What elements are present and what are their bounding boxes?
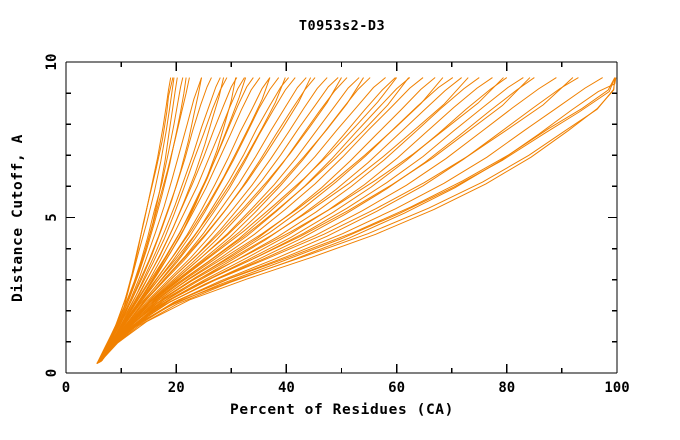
data-curve: [97, 77, 531, 364]
chart-title: T0953s2-D3: [299, 18, 385, 34]
data-curve: [100, 77, 504, 362]
data-curve: [96, 77, 296, 364]
y-tick-label: 5: [44, 213, 60, 221]
x-axis-title: Percent of Residues (CA): [230, 402, 454, 418]
data-curve: [99, 77, 616, 363]
data-curve: [98, 77, 178, 363]
x-tick-label: 20: [168, 380, 185, 396]
data-curve: [98, 77, 247, 363]
data-curve: [99, 77, 342, 363]
data-curve: [98, 77, 469, 364]
data-curve: [100, 77, 221, 362]
y-axis-ticks: [66, 61, 617, 374]
data-curve: [97, 77, 617, 364]
data-curve: [99, 77, 187, 363]
x-tick-label: 60: [388, 380, 405, 396]
data-curves-group: [96, 77, 617, 364]
y-tick-label: 10: [44, 54, 60, 71]
data-curve: [98, 77, 574, 363]
y-axis-tick-labels: 0 5 10: [44, 54, 60, 378]
data-curve: [99, 77, 444, 363]
x-tick-label: 80: [498, 380, 515, 396]
data-curve: [98, 77, 312, 363]
data-curve: [96, 77, 203, 364]
y-tick-label: 0: [44, 369, 60, 377]
x-tick-label: 100: [604, 380, 629, 396]
data-curve: [98, 77, 184, 363]
data-curve: [101, 77, 237, 361]
data-curve: [96, 77, 410, 364]
data-curve: [97, 77, 175, 364]
data-curve: [96, 77, 616, 364]
y-axis-title: Distance Cutoff, A: [10, 134, 26, 302]
x-axis-ticks: [65, 62, 618, 373]
data-curve: [98, 77, 328, 363]
x-tick-label: 40: [278, 380, 295, 396]
x-axis-tick-labels: 0 20 40 60 80 100: [62, 380, 630, 396]
data-curve: [96, 77, 228, 364]
x-tick-label: 0: [62, 380, 70, 396]
